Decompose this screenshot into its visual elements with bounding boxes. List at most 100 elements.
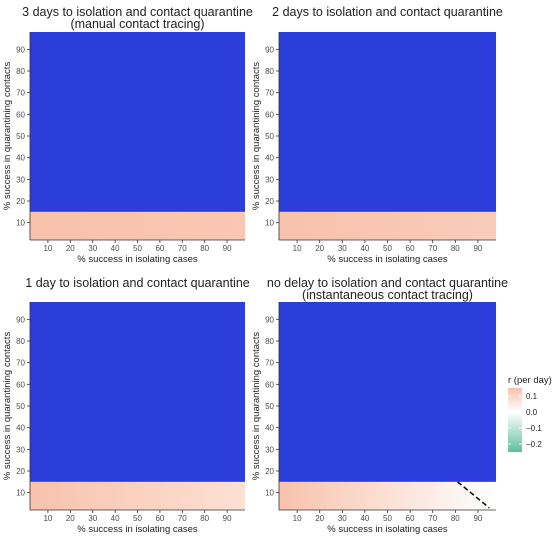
blue-region — [279, 302, 496, 482]
y-tick-label: 70 — [265, 89, 274, 98]
x-tick-label: 80 — [200, 514, 209, 523]
x-tick-label: 80 — [451, 514, 460, 523]
y-tick-label: 40 — [265, 424, 274, 433]
y-tick-label: 30 — [265, 445, 274, 454]
panel-title: no delay to isolation and contact quaran… — [267, 276, 508, 290]
x-tick-label: 90 — [223, 244, 232, 253]
x-tick-label: 30 — [338, 244, 347, 253]
x-axis-label: % success in isolating cases — [327, 524, 448, 534]
x-tick-label: 10 — [43, 244, 52, 253]
legend-label: −0.2 — [526, 440, 542, 449]
x-tick-label: 30 — [88, 514, 97, 523]
y-tick-label: 20 — [16, 467, 25, 476]
y-tick-label: 70 — [265, 359, 274, 368]
y-tick-label: 10 — [16, 489, 25, 498]
x-tick-label: 20 — [66, 244, 75, 253]
x-tick-label: 30 — [88, 244, 97, 253]
y-axis-label: % success in quarantining contacts — [2, 62, 13, 211]
y-tick-label: 70 — [16, 89, 25, 98]
blue-region — [30, 302, 245, 482]
x-tick-label: 50 — [133, 244, 142, 253]
y-tick-label: 30 — [16, 175, 25, 184]
y-tick-label: 90 — [265, 45, 274, 54]
x-tick-label: 50 — [383, 244, 392, 253]
y-tick-label: 20 — [265, 197, 274, 206]
low-r-band — [30, 211, 245, 240]
x-tick-label: 10 — [43, 514, 52, 523]
y-tick-label: 20 — [16, 197, 25, 206]
y-tick-label: 10 — [265, 219, 274, 228]
x-tick-label: 70 — [178, 244, 187, 253]
low-r-band — [30, 481, 245, 510]
panels: 3 days to isolation and contact quaranti… — [2, 5, 508, 535]
x-tick-label: 50 — [383, 514, 392, 523]
y-tick-label: 80 — [16, 67, 25, 76]
panel-subtitle: (instantaneous contact tracing) — [302, 288, 473, 302]
y-tick-label: 10 — [265, 489, 274, 498]
x-tick-label: 60 — [406, 244, 415, 253]
x-tick-label: 70 — [428, 244, 437, 253]
legend-label: −0.1 — [526, 424, 542, 433]
x-axis-label: % success in isolating cases — [77, 524, 198, 534]
panel-title: 1 day to isolation and contact quarantin… — [25, 276, 250, 290]
blue-region — [279, 32, 496, 212]
y-tick-label: 80 — [16, 337, 25, 346]
x-axis-label: % success in isolating cases — [327, 254, 448, 265]
x-tick-label: 20 — [66, 514, 75, 523]
x-tick-label: 90 — [223, 514, 232, 523]
x-tick-label: 80 — [200, 244, 209, 253]
panel-subtitle: (manual contact tracing) — [70, 17, 204, 31]
panel-3: 1 day to isolation and contact quarantin… — [2, 276, 250, 535]
panel-4: no delay to isolation and contact quaran… — [251, 276, 508, 535]
x-tick-label: 60 — [155, 514, 164, 523]
y-tick-label: 60 — [16, 110, 25, 119]
x-tick-label: 40 — [360, 514, 369, 523]
x-tick-label: 40 — [111, 244, 120, 253]
legend-colorbar — [508, 388, 522, 452]
y-tick-label: 60 — [265, 380, 274, 389]
legend: r (per day) 0.1 0.0 −0.1 −0.2 — [508, 375, 552, 452]
low-r-band — [279, 211, 496, 240]
y-tick-label: 20 — [265, 467, 274, 476]
x-tick-label: 40 — [111, 514, 120, 523]
legend-label: 0.0 — [526, 408, 538, 417]
x-tick-label: 70 — [178, 514, 187, 523]
x-tick-label: 20 — [315, 244, 324, 253]
x-tick-label: 70 — [428, 514, 437, 523]
y-tick-label: 70 — [16, 359, 25, 368]
y-axis-label: % success in quarantining contacts — [2, 332, 13, 481]
y-tick-label: 40 — [265, 154, 274, 163]
panel-title: 3 days to isolation and contact quaranti… — [22, 5, 253, 19]
boundary-line — [457, 481, 490, 509]
x-tick-label: 40 — [360, 244, 369, 253]
y-tick-label: 90 — [16, 45, 25, 54]
y-tick-label: 50 — [16, 132, 25, 141]
x-tick-label: 60 — [406, 514, 415, 523]
x-tick-label: 60 — [155, 244, 164, 253]
y-tick-label: 60 — [16, 380, 25, 389]
y-tick-label: 10 — [16, 219, 25, 228]
y-tick-label: 50 — [265, 132, 274, 141]
x-tick-label: 20 — [315, 514, 324, 523]
y-tick-label: 80 — [265, 337, 274, 346]
x-tick-label: 80 — [451, 244, 460, 253]
x-tick-label: 10 — [293, 244, 302, 253]
panel-2: 2 days to isolation and contact quaranti… — [251, 5, 503, 265]
y-axis-label: % success in quarantining contacts — [251, 332, 262, 481]
y-tick-label: 60 — [265, 110, 274, 119]
y-tick-label: 80 — [265, 67, 274, 76]
y-axis-label: % success in quarantining contacts — [251, 62, 262, 211]
low-r-band — [279, 481, 496, 510]
x-tick-label: 10 — [293, 514, 302, 523]
x-tick-label: 30 — [338, 514, 347, 523]
y-tick-label: 50 — [16, 402, 25, 411]
x-tick-label: 50 — [133, 514, 142, 523]
y-tick-label: 50 — [265, 402, 274, 411]
x-axis-label: % success in isolating cases — [77, 254, 198, 265]
legend-label: 0.1 — [526, 392, 538, 401]
y-tick-label: 40 — [16, 154, 25, 163]
x-tick-label: 90 — [473, 244, 482, 253]
y-tick-label: 30 — [265, 175, 274, 184]
legend-title: r (per day) — [508, 375, 552, 386]
